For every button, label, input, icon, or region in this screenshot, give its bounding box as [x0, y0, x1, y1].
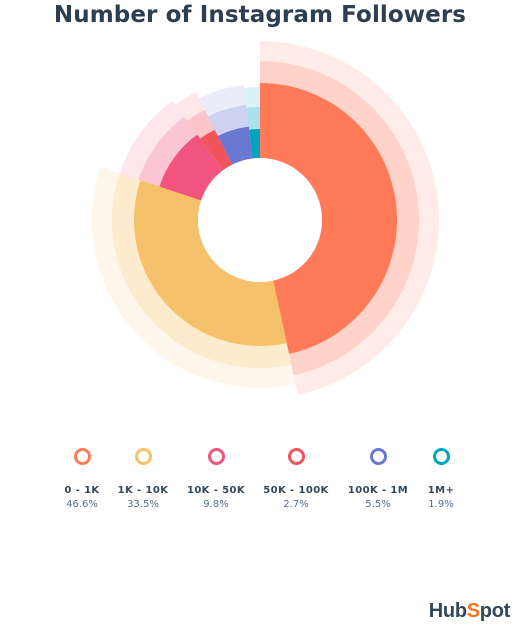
- legend-swatch-1k-10k: [134, 448, 152, 465]
- legend-value: 1.9%: [428, 499, 454, 510]
- hubspot-logo[interactable]: HubSpot: [428, 600, 511, 622]
- legend-item-100k-1m: 100K - 1M 5.5%: [330, 448, 426, 510]
- slice-50k-100k[interactable]: [200, 129, 233, 171]
- legend-label: 0 - 1K: [64, 485, 100, 496]
- legend-value: 46.6%: [66, 499, 98, 510]
- slice-10k-50k[interactable]: [159, 134, 224, 201]
- legend-value: 5.5%: [365, 499, 391, 510]
- legend-swatch-10k-50k: [207, 448, 225, 465]
- slice-0-1k[interactable]: [260, 83, 397, 354]
- slice-1k-10k[interactable]: [133, 180, 287, 346]
- legend-label: 1M+: [427, 485, 455, 496]
- legend-label: 1K - 10K: [117, 485, 169, 496]
- legend-item-1m-plus: 1M+ 1.9%: [393, 448, 489, 510]
- donut-chart: [91, 41, 439, 395]
- legend-item-0-1k: 0 - 1K 46.6%: [34, 448, 130, 510]
- legend-swatch-0-1k: [73, 448, 91, 465]
- chart-title: Number of Instagram Followers: [53, 2, 467, 28]
- legend-swatch-100k-1m: [369, 448, 387, 465]
- legend-label: 10K - 50K: [186, 485, 246, 496]
- legend: 0 - 1K 46.6% 1K - 10K 33.5% 10K - 50K 9.…: [0, 448, 520, 528]
- legend-item-10k-50k: 10K - 50K 9.8%: [168, 448, 264, 510]
- legend-swatch-50k-100k: [287, 448, 305, 465]
- legend-label: 50K - 100K: [263, 485, 329, 496]
- legend-item-50k-100k: 50K - 100K 2.7%: [248, 448, 344, 510]
- legend-value: 9.8%: [203, 499, 229, 510]
- legend-value: 33.5%: [127, 499, 159, 510]
- legend-value: 2.7%: [283, 499, 309, 510]
- legend-item-1k-10k: 1K - 10K 33.5%: [95, 448, 191, 510]
- legend-label: 100K - 1M: [347, 485, 409, 496]
- donut-hole: [198, 158, 322, 282]
- slice-100k-1m[interactable]: [217, 126, 253, 165]
- legend-swatch-1m-plus: [432, 448, 450, 465]
- slice-1m-plus[interactable]: [249, 129, 260, 159]
